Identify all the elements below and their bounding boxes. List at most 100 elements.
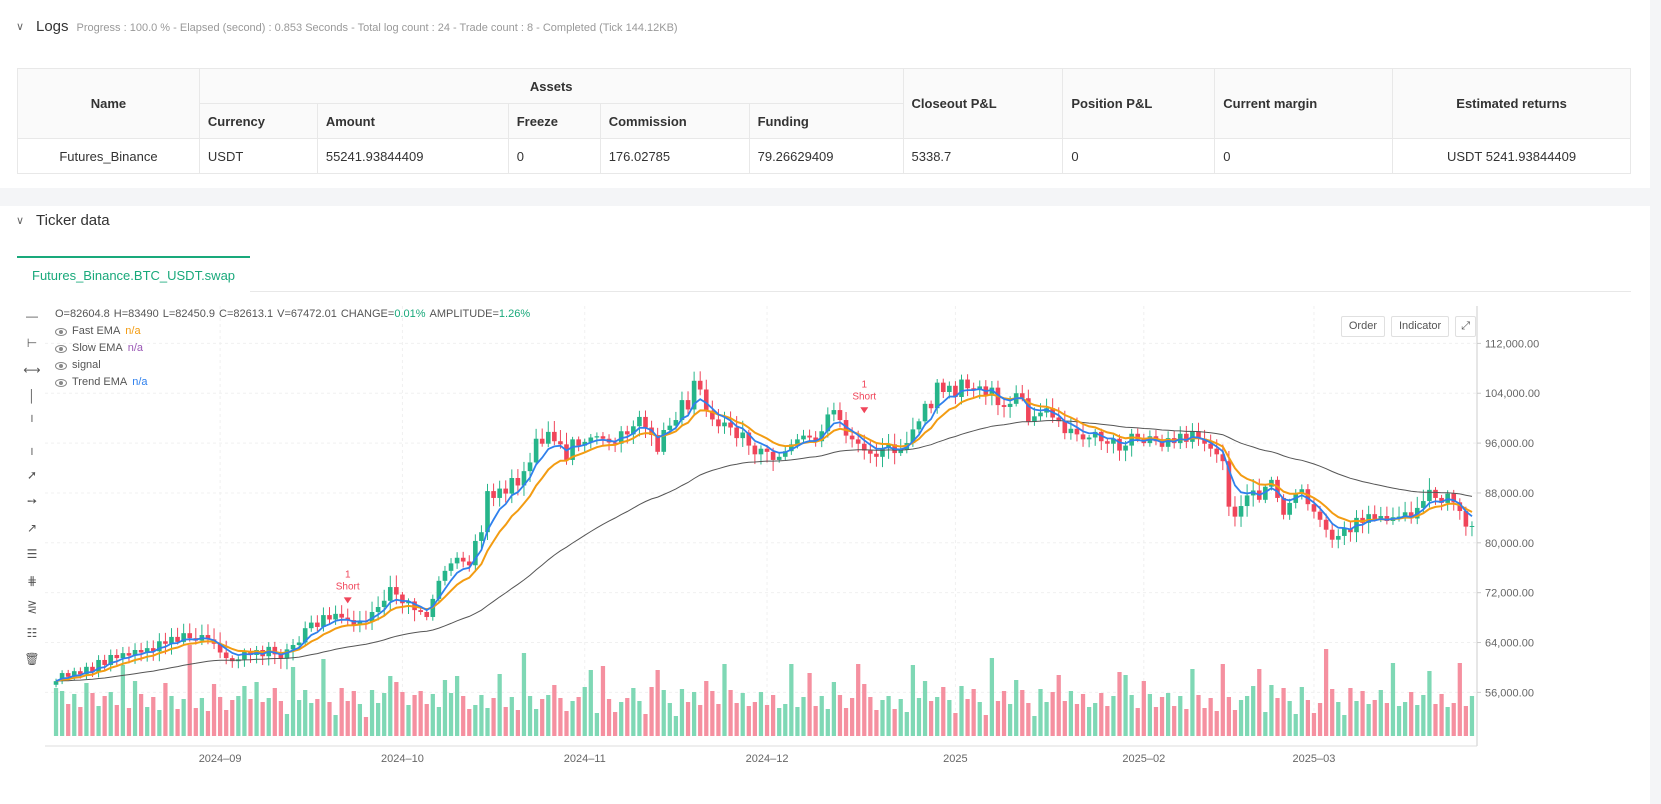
- eye-icon[interactable]: [55, 327, 67, 336]
- col-assets-group: Assets: [198, 68, 904, 104]
- legend-series-name: Fast EMA: [72, 325, 121, 337]
- text-annotation-icon[interactable]: ☷: [26, 626, 38, 640]
- y-tick-label: 64,000.00: [1485, 638, 1534, 650]
- volume-bar: [1317, 703, 1323, 736]
- volume-bar: [303, 690, 308, 736]
- volume-bar: [163, 683, 168, 736]
- cell-currency: USDT: [198, 138, 318, 174]
- volume-bar: [175, 709, 180, 736]
- volume-bar: [546, 695, 551, 736]
- volume-bar: [1105, 706, 1110, 736]
- candle-body: [1439, 497, 1444, 503]
- fullscreen-icon[interactable]: ⤢: [1455, 316, 1476, 337]
- change-label: CHANGE=: [340, 308, 395, 320]
- eye-icon[interactable]: [55, 378, 67, 387]
- order-button[interactable]: Order: [1340, 316, 1385, 337]
- candle-body: [1342, 528, 1347, 536]
- legend-signal[interactable]: signal: [55, 357, 534, 374]
- candle-body: [1080, 434, 1086, 440]
- vertical-ray-icon[interactable]: ╷: [28, 441, 36, 455]
- trash-icon[interactable]: 🗑: [24, 652, 40, 666]
- candle-body: [339, 613, 344, 618]
- candlestick-chart[interactable]: 1Short1Short112,000.00104,000.0096,000.0…: [17, 306, 1631, 804]
- volume-bar: [807, 673, 812, 736]
- ohlc-high: H=83490: [113, 308, 159, 320]
- candle-body: [934, 382, 940, 409]
- candle-body: [874, 453, 879, 457]
- volume-bar: [1129, 695, 1134, 736]
- candle-body: [1281, 497, 1286, 515]
- volume-bar: [576, 697, 581, 736]
- candle-body: [1019, 393, 1025, 399]
- col-name: Name: [17, 68, 200, 139]
- logs-header[interactable]: ∨ Logs Progress : 100.0 % - Elapsed (sec…: [16, 18, 678, 35]
- legend-trend-ema[interactable]: Trend EMA n/a: [55, 374, 534, 391]
- volume-bar: [1044, 702, 1049, 736]
- candle-body: [558, 441, 563, 445]
- y-tick-label: 72,000.00: [1485, 588, 1534, 600]
- candle-body: [843, 420, 849, 436]
- horizontal-ray-icon[interactable]: ⊢: [26, 336, 38, 350]
- segment-line-icon[interactable]: ↗: [26, 521, 38, 535]
- chevron-down-icon[interactable]: ∨: [16, 215, 25, 227]
- candle-body: [479, 532, 484, 541]
- volume-bar: [278, 701, 284, 736]
- legend-series-value: n/a: [125, 325, 141, 337]
- volume-bar: [461, 696, 466, 736]
- volume-bar: [1196, 695, 1201, 736]
- legend-slow-ema[interactable]: Slow EMA n/a: [55, 340, 534, 357]
- candle-body: [1007, 403, 1013, 407]
- candle-body: [1451, 493, 1457, 503]
- volume-bar: [874, 710, 879, 736]
- candle-body: [1226, 461, 1232, 507]
- volume-bar: [801, 697, 806, 736]
- price-line-icon[interactable]: ☰: [26, 547, 38, 561]
- ray-line-icon[interactable]: ➙: [26, 494, 38, 508]
- trend-line-icon[interactable]: ➚: [26, 468, 38, 482]
- candle-body: [1427, 489, 1432, 502]
- volume-bar: [722, 664, 727, 736]
- horizontal-line-icon[interactable]: —: [26, 309, 38, 323]
- indicator-button[interactable]: Indicator: [1390, 316, 1450, 337]
- volume-bar: [1208, 698, 1213, 736]
- x-tick-label: 2024–12: [746, 753, 789, 765]
- candle-body: [503, 488, 509, 494]
- vertical-line-icon[interactable]: │: [28, 389, 36, 403]
- volume-bar: [631, 688, 636, 736]
- volume-bar: [1068, 691, 1074, 736]
- tab-btc-usdt-swap[interactable]: Futures_Binance.BTC_USDT.swap: [17, 256, 251, 292]
- chart-area[interactable]: 1 Short 1 Short 112,000.00 104,000.00 96,000.0…: [17, 306, 1631, 804]
- ticker-header[interactable]: ∨ Ticker data: [16, 212, 110, 229]
- candle-body: [78, 671, 83, 675]
- volume-bar: [1153, 707, 1159, 736]
- eye-icon[interactable]: [55, 344, 67, 353]
- volume-bar: [831, 682, 837, 736]
- parallel-channel-icon[interactable]: ⋕: [26, 574, 38, 588]
- vertical-segment-icon[interactable]: ╵: [28, 415, 36, 429]
- volume-bar: [53, 688, 59, 736]
- volume-bar: [685, 702, 691, 736]
- candle-body: [381, 600, 387, 607]
- candle-body: [1068, 428, 1074, 434]
- extended-line-icon[interactable]: ⟷: [23, 363, 41, 377]
- y-tick-label: 112,000.00: [1485, 338, 1539, 350]
- candle-body: [84, 666, 89, 675]
- candle-body: [242, 651, 247, 660]
- volume-bar: [400, 692, 405, 736]
- legend-fast-ema[interactable]: Fast EMA n/a: [55, 323, 534, 340]
- fibonacci-icon[interactable]: ⋛: [26, 600, 38, 614]
- volume-bar: [1135, 708, 1140, 736]
- eye-icon[interactable]: [55, 361, 67, 370]
- candle-body: [1275, 479, 1280, 498]
- volume-bar: [1202, 708, 1207, 736]
- candle-body: [1214, 448, 1220, 455]
- volume-bar: [995, 701, 1001, 736]
- candle-body: [1463, 511, 1469, 527]
- candle-body: [53, 681, 59, 685]
- volume-bar: [96, 706, 101, 736]
- candle-body: [1056, 417, 1062, 422]
- chevron-down-icon[interactable]: ∨: [16, 21, 25, 33]
- cell-amount: 55241.93844409: [316, 138, 509, 174]
- ohlc-close: C=82613.1: [219, 308, 274, 320]
- volume-bar: [120, 665, 126, 736]
